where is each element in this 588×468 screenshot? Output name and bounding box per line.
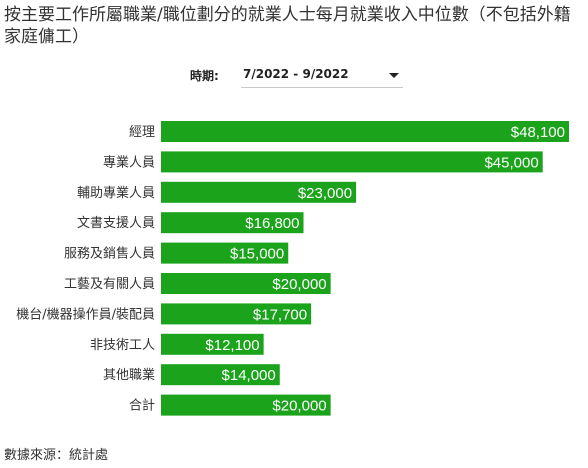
value-label: $45,000 bbox=[484, 154, 538, 171]
value-label: $12,100 bbox=[205, 337, 259, 354]
value-label: $15,000 bbox=[230, 246, 284, 263]
category-label: 機台/機器操作員/裝配員 bbox=[16, 306, 155, 322]
bar[interactable] bbox=[161, 242, 289, 264]
period-select-value: 7/2022 - 9/2022 bbox=[243, 67, 349, 81]
category-label: 非技術工人 bbox=[90, 338, 155, 353]
value-label: $20,000 bbox=[272, 276, 326, 293]
value-label: $14,000 bbox=[222, 367, 276, 384]
category-label: 合計 bbox=[129, 398, 155, 414]
value-label: $20,000 bbox=[272, 398, 326, 415]
category-label: 服務及銷售人員 bbox=[64, 246, 155, 262]
chart-title: 按主要工作所屬職業/職位劃分的就業人士每月就業收入中位數（不包括外籍家庭傭工） bbox=[4, 5, 571, 47]
category-label: 其他職業 bbox=[103, 367, 155, 383]
bar[interactable] bbox=[161, 333, 264, 355]
category-label: 輔助專業人員 bbox=[77, 185, 155, 201]
category-label: 工藝及有關人員 bbox=[64, 277, 155, 292]
bar[interactable] bbox=[161, 273, 331, 294]
value-label: $48,100 bbox=[511, 124, 565, 141]
value-label: $17,700 bbox=[253, 306, 307, 323]
data-source: 數據來源：統計處 bbox=[4, 448, 109, 463]
value-label: $16,800 bbox=[245, 215, 299, 232]
bar[interactable] bbox=[161, 212, 304, 234]
bar[interactable] bbox=[161, 181, 357, 203]
category-label: 經理 bbox=[129, 125, 155, 140]
period-select[interactable]: 7/2022 - 9/2022 bbox=[241, 63, 403, 88]
period-filter-label: 時期: bbox=[190, 69, 219, 83]
period-filter: 時期: 7/2022 - 9/2022 bbox=[190, 63, 405, 89]
bar[interactable] bbox=[161, 151, 543, 173]
chevron-down-icon bbox=[389, 73, 399, 78]
bar[interactable] bbox=[161, 121, 569, 142]
bar[interactable] bbox=[161, 394, 331, 416]
category-label: 專業人員 bbox=[103, 154, 155, 170]
bar-chart: 經理 $48,100 專業人員 $45,000 輔助專業人員 $23,000 文書支援人員 $… bbox=[16, 121, 569, 416]
value-label: $23,000 bbox=[298, 185, 352, 202]
bar[interactable] bbox=[161, 303, 312, 325]
category-label: 文書支援人員 bbox=[77, 216, 155, 231]
bar[interactable] bbox=[161, 364, 280, 386]
